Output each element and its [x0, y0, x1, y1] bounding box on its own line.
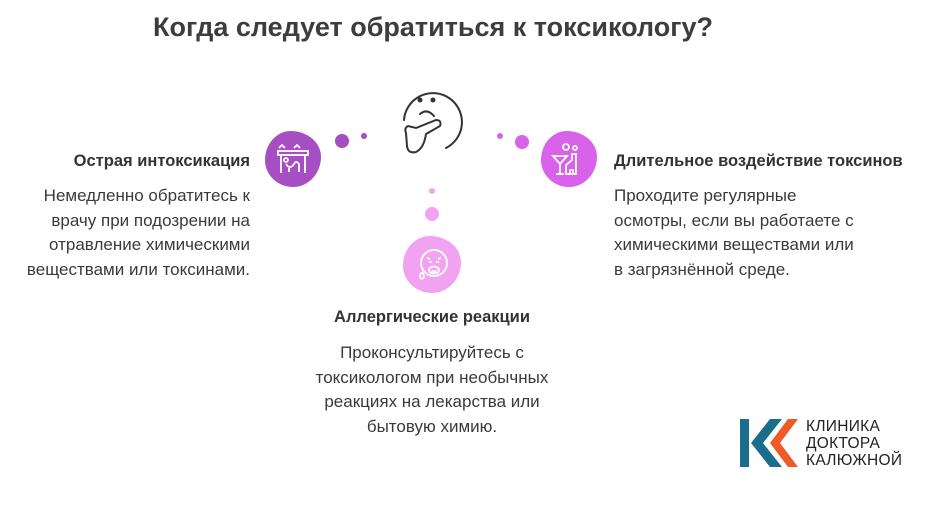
- long-exposure-badge: [541, 131, 597, 187]
- connector-dot: [429, 188, 435, 194]
- connector-dot: [515, 135, 529, 149]
- item-desc-allergy: Проконсультируйтесь с токсикологом при н…: [315, 343, 549, 436]
- item-title-allergy: Аллергические реакции: [334, 308, 530, 326]
- connector-dot: [497, 133, 503, 139]
- clinic-logo-text: КЛИНИКА ДОКТОРА КАЛЮЖНОЙ: [806, 418, 902, 469]
- allergic-face-icon: [419, 248, 448, 280]
- page-title: Когда следует обратиться к токсикологу?: [153, 12, 713, 42]
- thinking-face-icon: [403, 92, 463, 154]
- logo-line-3: КАЛЮЖНОЙ: [806, 452, 903, 469]
- poisoning-person-icon: [277, 143, 309, 173]
- connector-dot: [425, 207, 439, 221]
- connector-dot: [335, 134, 349, 148]
- allergy-badge: [403, 236, 461, 293]
- item-desc-long-exposure: Проходите регулярные осмотры, если вы ра…: [614, 186, 854, 279]
- clinic-logo-mark: [740, 419, 798, 467]
- logo-line-2: ДОКТОРА: [806, 435, 881, 452]
- acute-intoxication-badge: [265, 131, 321, 187]
- logo-line-1: КЛИНИКА: [806, 418, 881, 435]
- item-desc-acute: Немедленно обратитесь к врачу при подозр…: [26, 186, 250, 279]
- item-title-acute: Острая интоксикация: [73, 152, 250, 170]
- chemical-factory-icon: [551, 143, 578, 175]
- connector-dot: [361, 133, 367, 139]
- item-title-long-exposure: Длительное воздействие токсинов: [614, 152, 903, 170]
